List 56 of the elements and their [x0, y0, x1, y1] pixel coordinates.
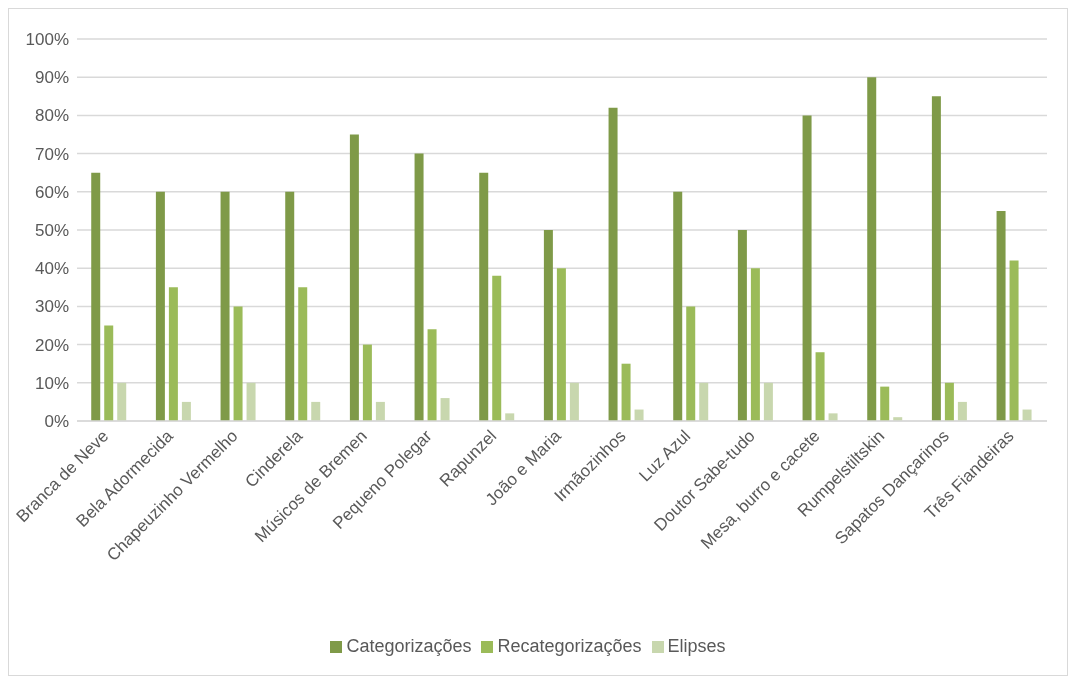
bar [621, 363, 631, 421]
bar [505, 413, 515, 421]
y-tick-label: 50% [34, 221, 69, 241]
bar [931, 96, 941, 421]
bar [181, 401, 191, 421]
bar [828, 413, 838, 421]
y-tick-label: 90% [34, 68, 69, 88]
bar [737, 230, 747, 421]
bar [91, 172, 101, 421]
y-tick-label: 100% [25, 30, 69, 50]
bar [543, 230, 553, 421]
bar [440, 398, 450, 421]
bar [104, 325, 114, 421]
bar [815, 352, 825, 421]
bar [298, 287, 308, 421]
bar [867, 77, 877, 421]
bar [233, 306, 243, 421]
y-tick-label: 10% [34, 373, 69, 393]
bar [699, 382, 709, 421]
y-tick-label: 80% [34, 106, 69, 126]
bar [311, 401, 321, 421]
bar [155, 191, 165, 421]
bar [349, 134, 359, 421]
bar [1009, 260, 1019, 421]
bar [117, 382, 127, 421]
bar [996, 210, 1006, 421]
bar [556, 268, 566, 421]
bar [944, 382, 954, 421]
y-tick-label: 20% [34, 335, 69, 355]
bar [673, 191, 683, 421]
y-tick-label: 30% [34, 297, 69, 317]
bar [608, 107, 618, 421]
bar [763, 382, 773, 421]
bar [802, 115, 812, 421]
y-tick-label: 70% [34, 144, 69, 164]
bar [220, 191, 230, 421]
y-tick-label: 0% [44, 412, 69, 432]
y-tick-label: 40% [34, 259, 69, 279]
bar [750, 268, 760, 421]
bar [375, 401, 385, 421]
bar [686, 306, 696, 421]
y-tick-label: 60% [34, 182, 69, 202]
legend-label: Recategorizações [497, 636, 642, 656]
bar [246, 382, 256, 421]
bar [957, 401, 967, 421]
bar [492, 275, 502, 421]
bar [414, 153, 424, 421]
bar [880, 386, 890, 421]
bar [285, 191, 295, 421]
legend-label: Categorizações [346, 636, 472, 656]
bar [168, 287, 178, 421]
bar [427, 329, 437, 421]
bar [569, 382, 579, 421]
bar [479, 172, 489, 421]
bar [362, 344, 372, 421]
legend-label: Elipses [667, 636, 726, 656]
